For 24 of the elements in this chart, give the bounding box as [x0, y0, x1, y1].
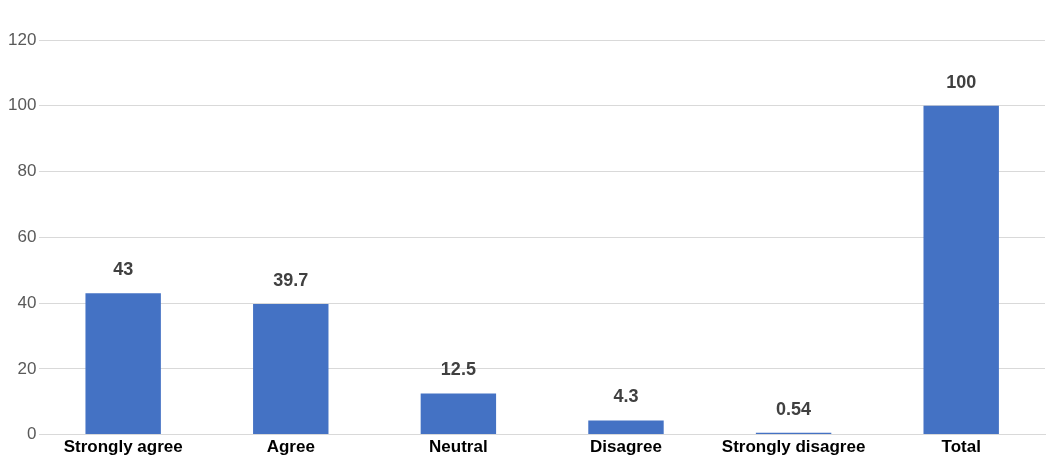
- x-tick-label: Neutral: [429, 437, 488, 457]
- data-label: 4.3: [613, 386, 639, 407]
- y-tick-label: 80: [17, 161, 37, 181]
- bar: [253, 304, 329, 435]
- x-tick-label: Agree: [266, 437, 315, 457]
- bar: [420, 393, 497, 435]
- x-tick-label: Strongly agree: [63, 437, 183, 457]
- y-tick-label: 40: [17, 292, 37, 312]
- data-label: 12.5: [440, 359, 476, 380]
- x-tick-label: Disagree: [590, 437, 662, 457]
- bar: [923, 105, 999, 435]
- bar: [85, 293, 161, 435]
- data-label: 100: [946, 71, 977, 92]
- y-tick-label: 120: [7, 29, 37, 49]
- data-label: 43: [113, 259, 134, 280]
- data-label: 39.7: [273, 270, 309, 291]
- y-tick-label: 60: [17, 226, 37, 246]
- y-tick-label: 0: [26, 424, 37, 444]
- bar: [588, 420, 664, 435]
- y-tick-label: 20: [17, 358, 37, 378]
- x-tick-label: Total: [941, 437, 981, 457]
- data-label: 0.54: [776, 398, 812, 419]
- y-tick-label: 100: [7, 95, 37, 115]
- x-tick-label: Strongly disagree: [721, 437, 866, 457]
